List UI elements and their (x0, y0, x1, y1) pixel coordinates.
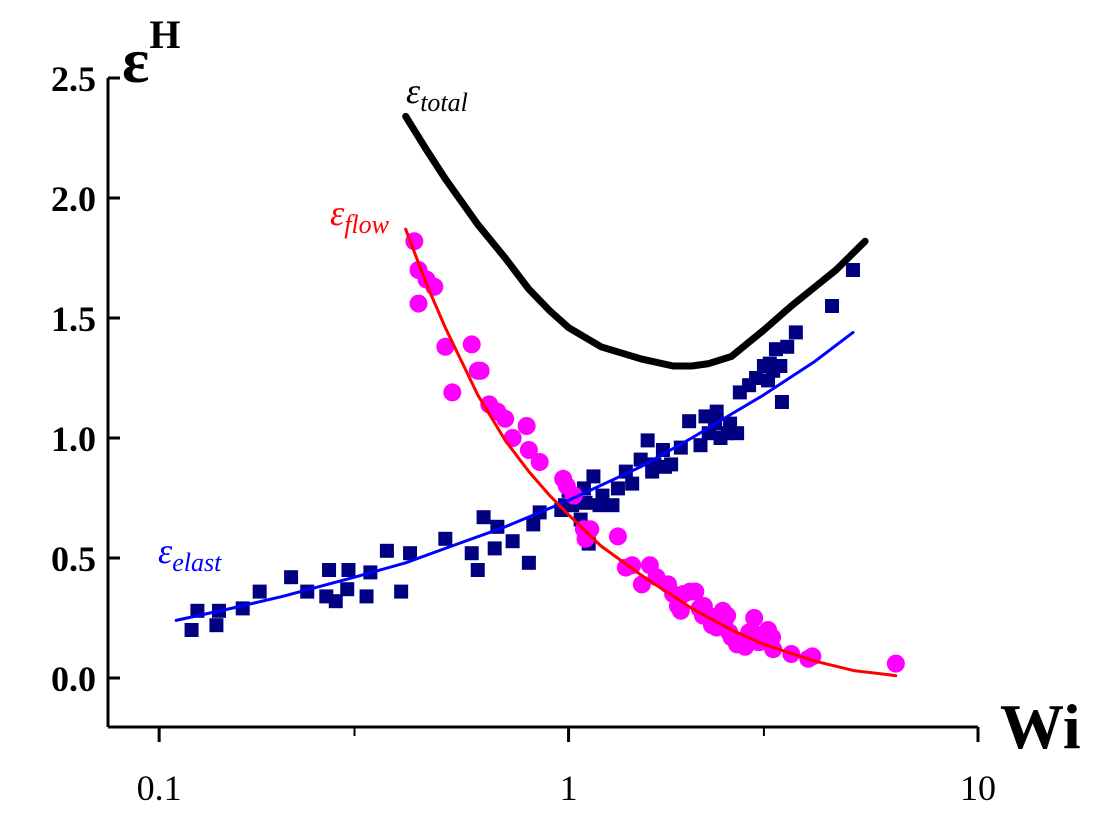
flow-point (581, 520, 600, 539)
elast-point (730, 426, 745, 441)
elast-point (768, 342, 783, 357)
flow-points (405, 232, 905, 673)
y-axis-title: εH (122, 12, 180, 96)
flow-point (468, 361, 487, 380)
x-axis-title: Wi (1000, 691, 1081, 762)
y-tick-label: 1.0 (51, 419, 96, 459)
total-line (402, 112, 869, 370)
axes: 0.0 0.5 1.0 1.5 2.0 2.5 0.1 1 10 (51, 59, 996, 808)
elast-point (379, 543, 394, 558)
elast-point (340, 582, 355, 597)
elast-point (252, 584, 267, 599)
y-axis-title-main: ε (122, 25, 149, 96)
elast-point (487, 541, 502, 556)
elast-point (664, 457, 679, 472)
elast-point (693, 438, 708, 453)
series-layer (174, 112, 905, 678)
axis-titles: εH Wi (122, 12, 1081, 762)
elast-point (322, 563, 337, 577)
elast-point (476, 510, 491, 525)
x-tick-label: 0.1 (137, 768, 182, 808)
elast-point (521, 555, 536, 570)
elast-point (780, 339, 795, 354)
label-elast: εelast (158, 531, 222, 577)
elast-point (673, 440, 688, 455)
flow-point (409, 294, 428, 313)
label-total-sub: total (420, 88, 468, 117)
elast-point (526, 517, 541, 532)
flow-point (686, 582, 705, 601)
label-flow-sub: flow (344, 210, 389, 239)
elast-point (359, 589, 374, 604)
elast-fit-line (174, 330, 855, 622)
elast-point (586, 469, 601, 484)
flow-point (517, 417, 536, 435)
elast-point (505, 534, 520, 549)
flow-point (623, 556, 642, 575)
elast-point (209, 618, 224, 633)
elast-point (625, 476, 640, 491)
elast-points (184, 263, 860, 637)
y-tick-label: 2.0 (51, 179, 96, 219)
x-tick-label: 10 (960, 768, 996, 808)
flow-point (496, 409, 515, 428)
elast-point (438, 531, 453, 546)
elast-point (682, 414, 697, 429)
y-axis-title-sup: H (149, 12, 180, 57)
flow-point (519, 441, 538, 459)
flow-point (608, 527, 627, 546)
elast-point (605, 498, 620, 513)
flow-point (671, 601, 690, 620)
elast-point (773, 359, 788, 373)
label-flow: εflow (330, 193, 390, 239)
flow-point (886, 654, 905, 673)
elast-point (774, 395, 789, 409)
y-tick-label: 0.0 (51, 659, 96, 699)
label-total-main: ε (406, 71, 421, 111)
elast-point (610, 481, 625, 496)
series-labels: εtotal εflow εelast (158, 71, 468, 577)
label-elast-sub: elast (172, 548, 222, 577)
elast-point (328, 594, 343, 609)
flow-point (718, 606, 737, 625)
y-ticks: 0.0 0.5 1.0 1.5 2.0 2.5 (51, 59, 120, 699)
y-tick-label: 2.5 (51, 59, 96, 99)
elast-point (788, 325, 803, 340)
y-tick-label: 1.5 (51, 299, 96, 339)
flow-point (530, 453, 549, 471)
elast-point (640, 433, 655, 448)
elast-point (403, 546, 418, 561)
elast-point (825, 299, 840, 313)
elast-point (284, 570, 299, 585)
elast-point (633, 452, 648, 467)
x-ticks: 0.1 1 10 (137, 727, 996, 808)
label-flow-main: ε (330, 193, 345, 233)
flow-point (443, 383, 462, 402)
flow-point (462, 335, 481, 354)
elast-point (749, 371, 764, 385)
elast-point (464, 546, 479, 561)
elast-point (845, 263, 860, 277)
label-total: εtotal (406, 71, 468, 117)
elast-point (341, 563, 356, 577)
flow-point (745, 609, 764, 627)
flow-fit-line (404, 227, 898, 678)
flow-point (436, 337, 455, 356)
elast-point (394, 584, 409, 599)
elast-point (184, 623, 199, 637)
label-elast-main: ε (158, 531, 173, 571)
x-tick-label: 1 (560, 768, 578, 808)
elast-point (470, 563, 485, 577)
y-tick-label: 0.5 (51, 539, 96, 579)
elast-point (709, 404, 724, 419)
